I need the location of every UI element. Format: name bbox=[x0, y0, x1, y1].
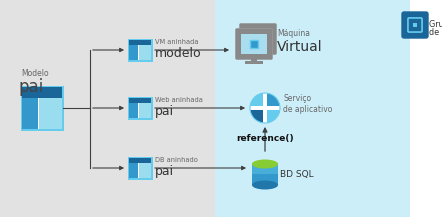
FancyBboxPatch shape bbox=[240, 23, 277, 54]
FancyBboxPatch shape bbox=[139, 45, 151, 60]
Text: VM aninhada: VM aninhada bbox=[155, 39, 198, 45]
FancyBboxPatch shape bbox=[129, 158, 151, 163]
FancyBboxPatch shape bbox=[129, 98, 151, 118]
Text: Web aninhada: Web aninhada bbox=[155, 97, 203, 103]
Text: BD SQL: BD SQL bbox=[280, 169, 314, 179]
Text: Máquina: Máquina bbox=[277, 29, 310, 38]
Text: Serviço: Serviço bbox=[283, 94, 311, 103]
FancyBboxPatch shape bbox=[139, 163, 151, 178]
FancyBboxPatch shape bbox=[249, 56, 267, 59]
FancyBboxPatch shape bbox=[39, 98, 62, 129]
FancyBboxPatch shape bbox=[127, 38, 152, 61]
FancyBboxPatch shape bbox=[22, 87, 62, 129]
FancyBboxPatch shape bbox=[410, 0, 442, 217]
FancyBboxPatch shape bbox=[215, 0, 410, 217]
FancyBboxPatch shape bbox=[402, 12, 428, 38]
FancyBboxPatch shape bbox=[129, 163, 138, 178]
Text: de aplicativo: de aplicativo bbox=[283, 105, 332, 114]
FancyBboxPatch shape bbox=[22, 98, 38, 129]
Text: Virtual: Virtual bbox=[277, 40, 323, 54]
FancyBboxPatch shape bbox=[241, 34, 267, 54]
Ellipse shape bbox=[252, 159, 278, 168]
Wedge shape bbox=[250, 108, 265, 123]
FancyBboxPatch shape bbox=[0, 0, 215, 217]
FancyBboxPatch shape bbox=[412, 23, 417, 27]
FancyBboxPatch shape bbox=[250, 106, 280, 110]
FancyBboxPatch shape bbox=[22, 87, 62, 98]
FancyBboxPatch shape bbox=[252, 163, 278, 185]
Wedge shape bbox=[250, 93, 265, 108]
FancyBboxPatch shape bbox=[129, 98, 151, 103]
Text: reference(): reference() bbox=[236, 135, 294, 143]
FancyBboxPatch shape bbox=[129, 40, 151, 60]
Text: pai: pai bbox=[155, 165, 174, 178]
FancyBboxPatch shape bbox=[139, 103, 151, 118]
Text: pai: pai bbox=[155, 105, 174, 118]
Wedge shape bbox=[265, 93, 280, 108]
Text: pai: pai bbox=[19, 78, 44, 96]
Text: de recursos: de recursos bbox=[429, 28, 442, 37]
Text: DB aninhado: DB aninhado bbox=[155, 157, 198, 163]
FancyBboxPatch shape bbox=[129, 103, 138, 118]
FancyBboxPatch shape bbox=[20, 85, 64, 130]
Text: Modelo: Modelo bbox=[21, 69, 49, 78]
FancyBboxPatch shape bbox=[129, 158, 151, 178]
FancyBboxPatch shape bbox=[250, 40, 258, 48]
Wedge shape bbox=[265, 108, 280, 123]
FancyBboxPatch shape bbox=[254, 35, 262, 43]
FancyBboxPatch shape bbox=[127, 156, 152, 179]
FancyBboxPatch shape bbox=[263, 93, 267, 123]
Circle shape bbox=[250, 93, 280, 123]
FancyBboxPatch shape bbox=[129, 40, 151, 45]
FancyBboxPatch shape bbox=[245, 61, 263, 64]
FancyBboxPatch shape bbox=[251, 57, 257, 61]
FancyBboxPatch shape bbox=[245, 29, 271, 49]
Text: modelo: modelo bbox=[155, 47, 202, 60]
FancyBboxPatch shape bbox=[236, 28, 273, 59]
FancyBboxPatch shape bbox=[255, 52, 261, 56]
FancyBboxPatch shape bbox=[127, 97, 152, 120]
Ellipse shape bbox=[252, 181, 278, 189]
Text: Grupo de: Grupo de bbox=[429, 20, 442, 29]
FancyBboxPatch shape bbox=[252, 163, 278, 174]
FancyBboxPatch shape bbox=[129, 45, 138, 60]
